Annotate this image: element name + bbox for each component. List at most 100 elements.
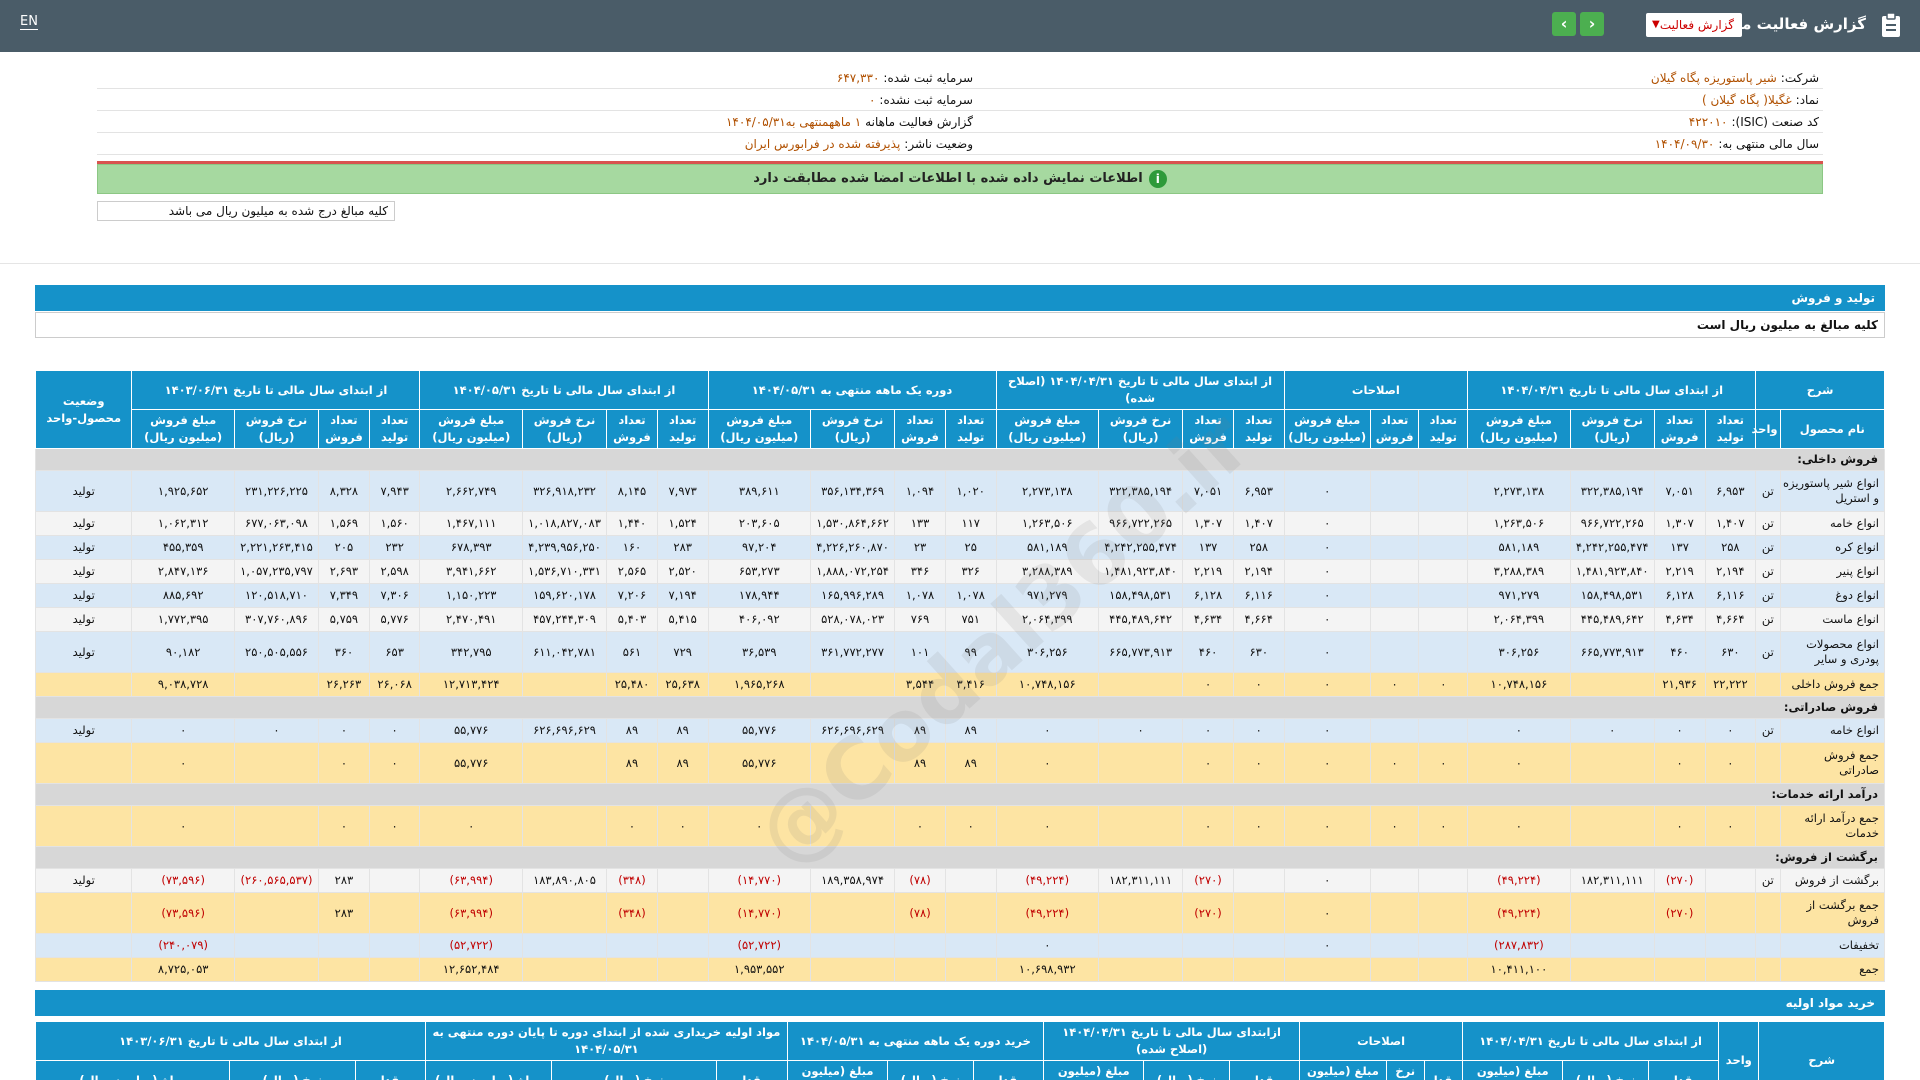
table-column-header: تعداد تولید [1704, 409, 1757, 449]
section-subtitle: کلیه مبالغ به میلیون ریال است [35, 312, 1885, 338]
table-cell: ۲,۶۹۳ [318, 559, 370, 584]
table-column-header: واحد [1752, 409, 1781, 449]
table-cell: (۲۶۰,۵۶۵,۵۳۷) [233, 868, 320, 893]
table-cell: ۱۸۹,۳۵۸,۹۷۴ [809, 868, 896, 893]
prev-button[interactable]: ‹ [1552, 12, 1576, 36]
table-cell: ۲۵,۴۸۰ [606, 672, 658, 697]
table-cell: ۲۸۳ [318, 892, 370, 934]
table-column-header: مبلغ (میلیون ریال) [786, 1060, 889, 1080]
table-cell: ۳۲۲,۳۸۵,۱۹۴ [1569, 470, 1655, 512]
table-cell: ۸۸۵,۶۹۲ [131, 583, 235, 608]
row-label: انواع دوغ [1779, 583, 1886, 608]
table-cell: ۱,۳۰۷ [1182, 511, 1234, 536]
table-cell: ۴۵۷,۲۴۴,۳۰۹ [521, 607, 608, 632]
table-cell [606, 957, 658, 982]
total-row: جمع درآمد ارائه خدمات ۰ ۰ ۰ ۰ ۰ ۰ ۰ ۰ ۰ ۰ ۰ ۰ ۰ ۰ ۰ ۰ ۰ ۰ [34, 805, 1886, 847]
table-cell: ۰ [1283, 933, 1371, 958]
table-group-header: مواد اولیه خریداری شده از ابتدای دوره تا… [425, 1021, 788, 1061]
table-cell [233, 892, 320, 934]
table-cell: ۴۶۰ [1653, 631, 1706, 673]
table-cell: ۲۶,۲۶۳ [318, 672, 370, 697]
table-cell: ۵۲۸,۰۷۸,۰۲۳ [809, 607, 896, 632]
table-cell: ۴,۲۳۹,۹۵۶,۲۵۰ [521, 535, 608, 560]
table-cell: ۲۰۳,۶۰۵ [707, 511, 812, 536]
table-cell: ۰ [1467, 805, 1571, 847]
table-cell: ۱,۱۵۰,۲۲۳ [419, 583, 523, 608]
table-group-header: ازابتدای سال مالی تا تاریخ ۱۴۰۴/۰۴/۳۱ (ا… [1043, 1021, 1301, 1061]
table-cell [1182, 957, 1234, 982]
table-cell: ۴,۲۲۶,۲۶۰,۸۷۰ [809, 535, 896, 560]
info-row: نماد:غگیلا( پگاه گیلان ) سرمایه ثبت نشده… [97, 89, 1823, 111]
category-row: فروش داخلی: [35, 448, 1885, 471]
table-row: انواع دوغ تن ۶,۱۱۶ ۶,۱۲۸ ۱۵۸,۴۹۸,۵۳۱ ۹۷۱,۲۷۹ ۰… [34, 583, 1886, 608]
info-row: کد صنعت (ISIC):۴۲۲۰۱۰ گزارش فعالیت ماهان… [97, 111, 1823, 133]
table-cell [521, 742, 608, 784]
table-cell: ۵,۷۷۶ [368, 607, 421, 632]
table-cell: ۹۶۶,۷۲۲,۲۶۵ [1569, 511, 1655, 536]
table-cell: ۳۸۹,۶۱۱ [707, 470, 812, 512]
table-cell [1569, 805, 1655, 847]
status-label: وضعیت ناشر: [904, 137, 973, 151]
next-arrow-icon: › [1588, 14, 1596, 33]
table-cell: تولید [34, 607, 133, 632]
table-cell [894, 957, 946, 982]
section-title-production-sales: تولید و فروش [35, 285, 1885, 311]
table-group-header: از ابتدای سال مالی تا تاریخ ۱۴۰۴/۰۴/۳۱ (… [995, 370, 1285, 410]
company-value: شیر پاستوریزه پگاه گیلان [1650, 71, 1777, 85]
table-cell: ۰ [233, 718, 320, 743]
table-column-header: مبلغ فروش (میلیون ریال) [419, 409, 523, 449]
table-cell: ۷۶۹ [894, 607, 946, 632]
table-cell: ۰ [1467, 742, 1571, 784]
table-cell: تولید [34, 868, 133, 893]
table-cell: ۵۶۱ [606, 631, 658, 673]
table-cell [1098, 805, 1184, 847]
table-cell: ۲,۲۱۹ [1653, 559, 1706, 584]
table-cell [1569, 672, 1655, 697]
table-cell: (۱۴,۷۷۰) [707, 868, 812, 893]
table-column-header: مقدار [1647, 1060, 1720, 1080]
table-cell: ۹۷,۲۰۴ [707, 535, 812, 560]
table-cell [318, 933, 370, 958]
table-cell: ۲۲,۲۲۲ [1704, 672, 1757, 697]
table-cell: (۶۳,۹۹۴) [419, 868, 523, 893]
table-cell: ۳۶۰ [318, 631, 370, 673]
table-cell [233, 805, 320, 847]
period-end-value: منتهی به۱۴۰۴/۰۵/۳۱ [725, 115, 829, 129]
report-type-select[interactable]: گزارش فعالیت ▼ [1646, 13, 1742, 37]
table-cell [1653, 933, 1706, 958]
table-cell: ۰ [1182, 718, 1234, 743]
table-cell: (۴۹,۲۲۴) [1467, 868, 1571, 893]
table-cell [944, 933, 997, 958]
table-cell [1232, 957, 1285, 982]
table-cell: ۰ [995, 805, 1100, 847]
next-button[interactable]: › [1580, 12, 1604, 36]
table-cell: ۸,۱۴۵ [606, 470, 658, 512]
table-cell: ۳۲۶ [944, 559, 997, 584]
table-group-header: اصلاحات [1299, 1021, 1463, 1061]
table-cell: تن [1755, 607, 1781, 632]
table-cell [656, 933, 709, 958]
table-cell: تولید [34, 511, 133, 536]
table-cell: ۲,۵۶۵ [606, 559, 658, 584]
table-cell: ۰ [1369, 805, 1420, 847]
table-column-header: مقدار [972, 1060, 1045, 1080]
table-cell: ۲۵۰,۵۰۵,۵۵۶ [233, 631, 320, 673]
table-column-header: تعداد فروش [318, 409, 370, 449]
table-cell [606, 933, 658, 958]
language-toggle[interactable]: EN [20, 14, 38, 30]
table-column-header: نام محصول [1779, 409, 1886, 449]
table-cell: ۱,۳۰۷ [1653, 511, 1706, 536]
table-cell: تن [1755, 535, 1781, 560]
table-cell: ۰ [1232, 718, 1285, 743]
table-cell: ۲,۰۶۴,۳۹۹ [1467, 607, 1571, 632]
table-cell: ۶۲۶,۶۹۶,۶۲۹ [809, 718, 896, 743]
table-cell: ۳۵۶,۱۳۴,۳۶۹ [809, 470, 896, 512]
table-cell: ۱,۵۶۹ [318, 511, 370, 536]
row-label: انواع خامه [1779, 718, 1886, 743]
table-cell [318, 957, 370, 982]
table-cell: ۸۹ [894, 718, 946, 743]
table-cell: ۰ [1283, 559, 1371, 584]
table-cell: ۳۴۶ [894, 559, 946, 584]
table-cell: (۶۳,۹۹۴) [419, 892, 523, 934]
table-row: انواع خامه تن ۰ ۰ ۰ ۰ ۰ ۰ ۰ ۰ ۰ ۸۹ ۸۹ ۶۲۶,۶۹۶,۶۲۹ ۵۵,۷… [34, 718, 1886, 743]
